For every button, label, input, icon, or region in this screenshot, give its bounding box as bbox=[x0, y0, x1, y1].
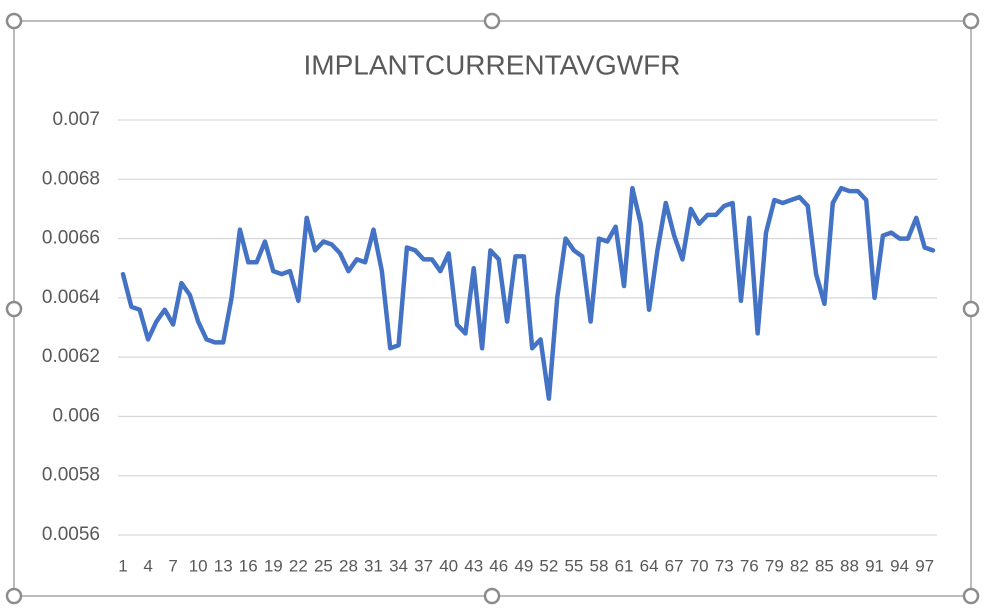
data-line bbox=[120, 185, 936, 401]
x-tick-label: 91 bbox=[865, 556, 884, 575]
x-tick-label: 76 bbox=[740, 556, 759, 575]
x-tick-label: 58 bbox=[590, 556, 609, 575]
handle bbox=[5, 587, 23, 605]
x-tick-label: 34 bbox=[389, 556, 408, 575]
x-tick-label: 97 bbox=[915, 556, 934, 575]
x-tick-label: 88 bbox=[840, 556, 859, 575]
x-tick-label: 7 bbox=[168, 556, 177, 575]
x-tick-label: 4 bbox=[143, 556, 152, 575]
handle bbox=[5, 12, 23, 30]
y-tick-label: 0.0066 bbox=[42, 228, 100, 249]
x-tick-label: 64 bbox=[640, 556, 659, 575]
x-tick-label: 70 bbox=[690, 556, 709, 575]
y-tick-label: 0.006 bbox=[52, 405, 100, 426]
x-tick-label: 37 bbox=[414, 556, 433, 575]
x-tick-label: 61 bbox=[615, 556, 634, 575]
x-tick-label: 10 bbox=[189, 556, 208, 575]
x-tick-label: 43 bbox=[464, 556, 483, 575]
handle bbox=[962, 12, 980, 30]
x-tick-label: 82 bbox=[790, 556, 809, 575]
handle bbox=[962, 300, 980, 318]
x-tick-label: 16 bbox=[239, 556, 258, 575]
x-tick-label: 52 bbox=[539, 556, 558, 575]
x-tick-label: 31 bbox=[364, 556, 383, 575]
handle bbox=[962, 587, 980, 605]
x-tick-label: 40 bbox=[439, 556, 458, 575]
x-tick-label: 46 bbox=[489, 556, 508, 575]
y-tick-label: 0.0064 bbox=[42, 287, 101, 308]
y-tick-label: 0.0056 bbox=[42, 524, 100, 545]
x-tick-label: 19 bbox=[264, 556, 283, 575]
x-tick-label: 79 bbox=[765, 556, 784, 575]
x-tick-label: 28 bbox=[339, 556, 358, 575]
y-tick-label: 0.007 bbox=[52, 109, 100, 130]
x-tick-label: 49 bbox=[514, 556, 533, 575]
handle bbox=[5, 300, 23, 318]
chart-title: IMPLANTCURRENTAVGWFR bbox=[304, 49, 681, 80]
y-tick-label: 0.0068 bbox=[42, 168, 100, 189]
y-tick-label: 0.0062 bbox=[42, 346, 100, 367]
x-tick-label: 67 bbox=[665, 556, 684, 575]
handle bbox=[483, 12, 501, 30]
x-tick-label: 22 bbox=[289, 556, 308, 575]
handle bbox=[483, 587, 501, 605]
x-tick-label: 85 bbox=[815, 556, 834, 575]
y-tick-label: 0.0058 bbox=[42, 465, 100, 486]
x-tick-label: 13 bbox=[214, 556, 233, 575]
x-tick-label: 1 bbox=[118, 556, 127, 575]
x-tick-label: 73 bbox=[715, 556, 734, 575]
selection-handles bbox=[5, 12, 980, 605]
x-tick-label: 94 bbox=[890, 556, 909, 575]
x-tick-label: 25 bbox=[314, 556, 333, 575]
x-tick-label: 55 bbox=[564, 556, 583, 575]
